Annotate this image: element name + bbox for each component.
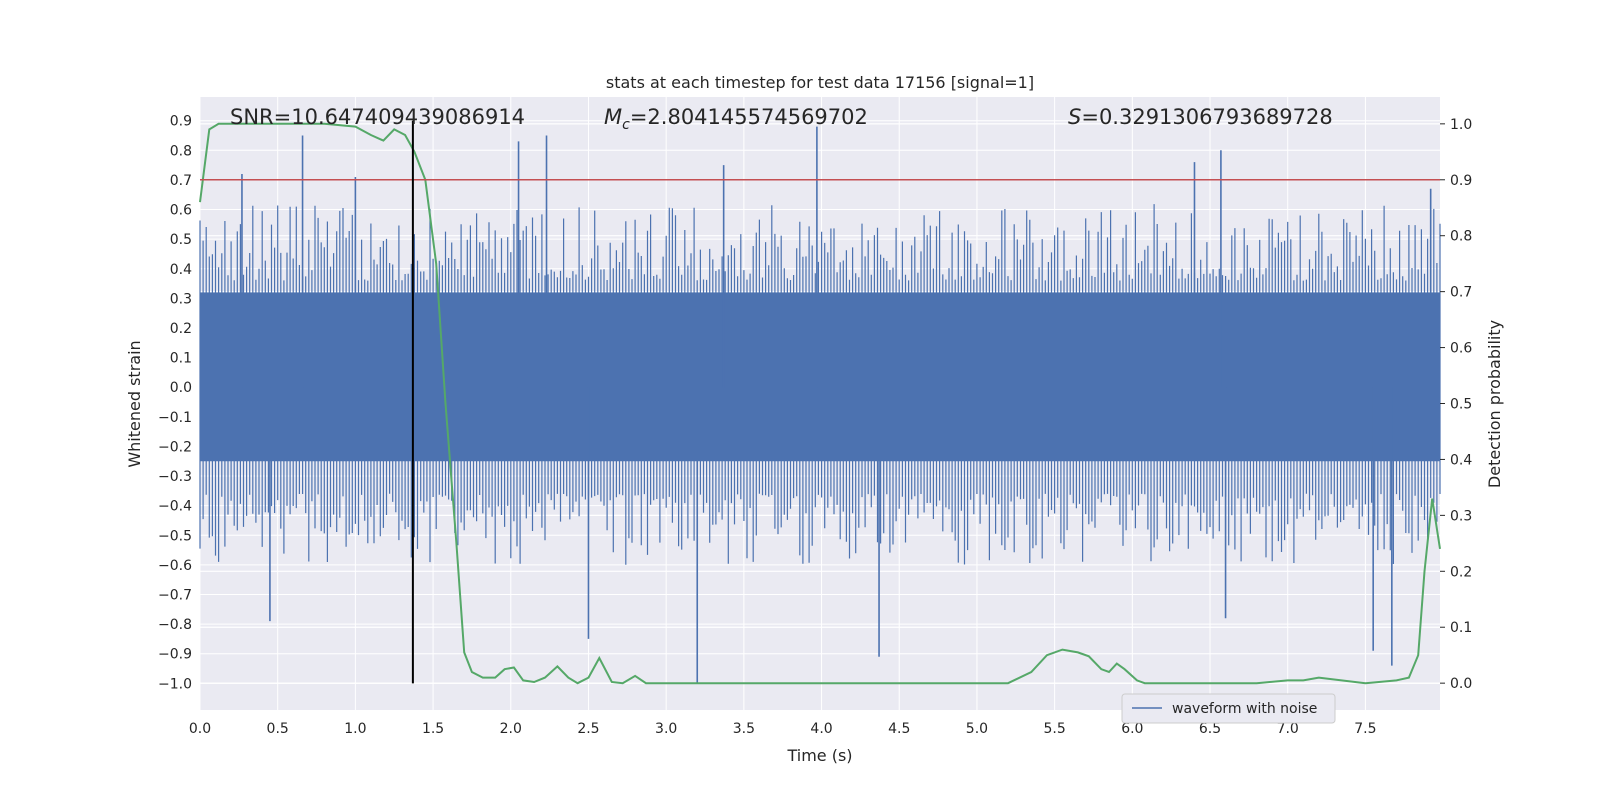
y-tick-label: 0.5 — [170, 232, 192, 248]
probability-series — [199, 122, 1441, 685]
x-tick-label: 2.5 — [577, 721, 599, 737]
chirp-mass-annotation: Mc=2.804145574569702 — [604, 105, 868, 133]
y-axis-label: Whitened strain — [125, 340, 144, 467]
x-tick-label: 1.5 — [422, 721, 444, 737]
y-tick-label: −0.7 — [158, 588, 192, 604]
chirp-mass-subscript: c — [622, 117, 630, 133]
y-tick-label: 0.4 — [170, 262, 192, 278]
s-symbol: S — [1068, 105, 1081, 129]
y2-tick-label: 0.4 — [1450, 452, 1472, 468]
ticks: 0.9 0.8 0.7 0.6 0.5 0.4 0.3 0.2 0.1 0.0 −0.1 −0.2 −0… — [158, 114, 1472, 737]
y2-axis-label: Detection probability — [1485, 320, 1504, 488]
y-tick-label: 0.3 — [170, 291, 192, 307]
y2-tick-label: 0.2 — [1450, 564, 1472, 580]
legend: waveform with noise — [1121, 693, 1336, 724]
waveform-series — [199, 126, 1441, 684]
y-tick-label: −0.3 — [158, 469, 192, 485]
x-tick-label: 4.0 — [810, 721, 832, 737]
y2-tick-label: 0.7 — [1450, 285, 1472, 301]
y-tick-label: 0.7 — [170, 173, 192, 189]
x-tick-label: 1.0 — [344, 721, 366, 737]
x-tick-label: 6.0 — [1121, 721, 1143, 737]
y-tick-label: −0.9 — [158, 647, 192, 663]
y-tick-label: −0.5 — [158, 528, 192, 544]
waveform-core-band — [200, 292, 1440, 462]
y2-tick-label: 0.9 — [1450, 173, 1472, 189]
y-tick-label: −1.0 — [158, 676, 192, 692]
y-tick-label: 0.0 — [170, 380, 192, 396]
y-tick-label: 0.1 — [170, 351, 192, 367]
y2-tick-label: 0.5 — [1450, 397, 1472, 413]
y-tick-label: 0.8 — [170, 143, 192, 159]
snr-annotation: SNR=10.647409439086914 — [230, 105, 525, 129]
y-tick-label: −0.1 — [158, 410, 192, 426]
y-tick-label: 0.9 — [170, 114, 192, 130]
chirp-mass-value: =2.804145574569702 — [630, 105, 868, 129]
probability-line — [199, 122, 1441, 685]
x-axis-label: Time (s) — [786, 746, 852, 765]
y2-tick-label: 0.3 — [1450, 508, 1472, 524]
x-tick-label: 7.5 — [1354, 721, 1376, 737]
y-tick-label: 0.6 — [170, 203, 192, 219]
x-tick-label: 4.5 — [888, 721, 910, 737]
y-tick-label: −0.4 — [158, 499, 192, 515]
x-tick-label: 0.0 — [189, 721, 211, 737]
x-tick-label: 6.5 — [1199, 721, 1221, 737]
legend-box — [1121, 693, 1336, 724]
chirp-mass-symbol: M — [604, 105, 622, 129]
x-tick-label: 5.5 — [1044, 721, 1066, 737]
x-tick-label: 3.5 — [733, 721, 755, 737]
x-tick-label: 0.5 — [267, 721, 289, 737]
y2-tick-label: 0.1 — [1450, 620, 1472, 636]
s-annotation: S=0.3291306793689728 — [1068, 105, 1333, 129]
x-tick-label: 2.0 — [500, 721, 522, 737]
y2-tick-label: 0.0 — [1450, 676, 1472, 692]
x-tick-label: 7.0 — [1277, 721, 1299, 737]
s-value: =0.3291306793689728 — [1081, 105, 1332, 129]
y-tick-label: −0.6 — [158, 558, 192, 574]
chart-title: stats at each timestep for test data 171… — [606, 73, 1034, 92]
y2-tick-label: 0.8 — [1450, 229, 1472, 245]
x-tick-label: 3.0 — [655, 721, 677, 737]
overlays — [200, 120, 1440, 684]
waveform-line — [199, 204, 1441, 565]
y-tick-label: −0.8 — [158, 617, 192, 633]
y2-tick-label: 0.6 — [1450, 341, 1472, 357]
legend-label: waveform with noise — [1172, 701, 1317, 717]
x-tick-label: 5.0 — [966, 721, 988, 737]
y-tick-label: −0.2 — [158, 439, 192, 455]
y2-tick-label: 1.0 — [1450, 117, 1472, 133]
y-tick-label: 0.2 — [170, 321, 192, 337]
